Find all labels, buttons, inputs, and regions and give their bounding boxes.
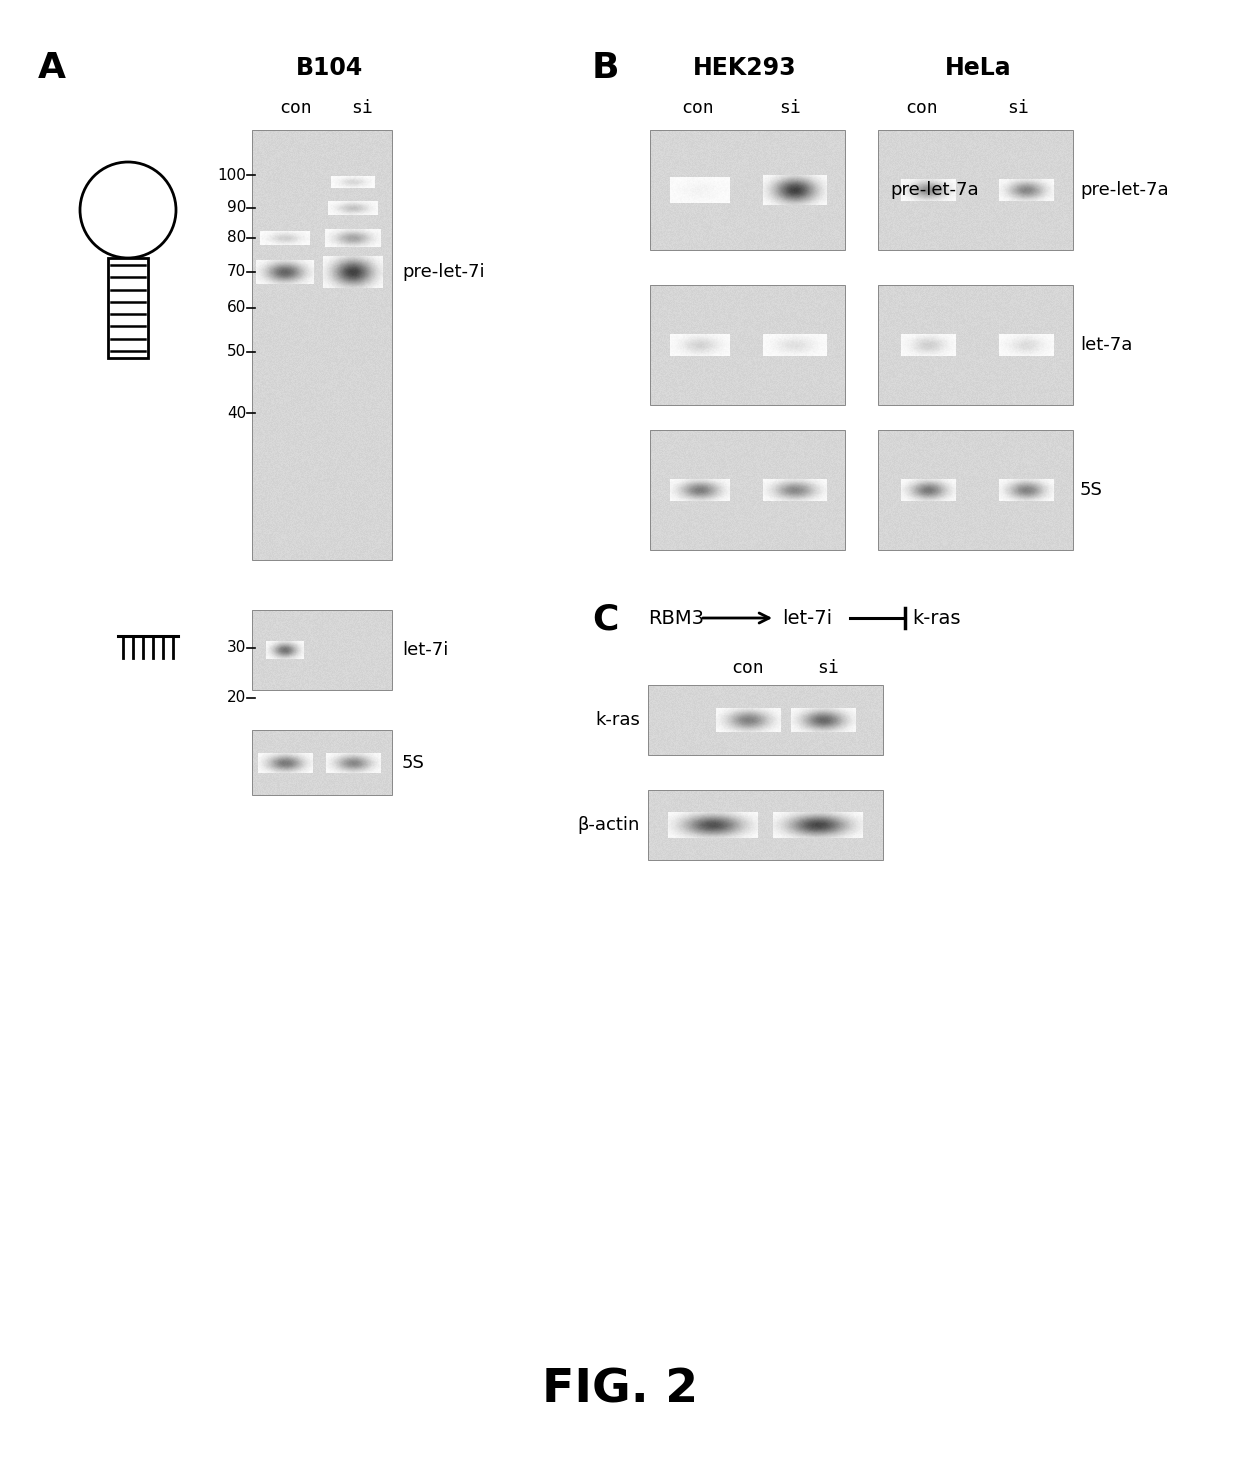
Text: let-7i: let-7i	[402, 641, 449, 659]
Text: pre-let-7a: pre-let-7a	[1080, 181, 1168, 199]
Text: si: si	[779, 99, 801, 117]
Text: con: con	[905, 99, 939, 117]
Text: si: si	[351, 99, 373, 117]
Text: RBM3: RBM3	[649, 608, 704, 628]
Text: 20: 20	[227, 691, 246, 706]
Text: B: B	[591, 51, 619, 85]
Text: 60: 60	[227, 301, 246, 316]
Text: C: C	[591, 603, 619, 637]
Text: 90: 90	[227, 200, 246, 216]
Bar	[650, 430, 844, 549]
Text: con: con	[682, 99, 714, 117]
Text: pre-let-7a: pre-let-7a	[890, 181, 978, 199]
Text: si: si	[1007, 99, 1029, 117]
Text: pre-let-7i: pre-let-7i	[402, 263, 485, 281]
Text: 5S: 5S	[1080, 481, 1102, 500]
Text: 100: 100	[217, 168, 246, 183]
Text: k-ras: k-ras	[911, 608, 961, 628]
Bar	[878, 130, 1073, 250]
Text: HEK293: HEK293	[693, 56, 797, 80]
Text: k-ras: k-ras	[595, 712, 640, 729]
Text: 30: 30	[227, 640, 246, 656]
Bar	[252, 130, 392, 560]
Text: let-7a: let-7a	[1080, 336, 1132, 354]
Bar	[649, 685, 883, 755]
Text: 80: 80	[227, 231, 246, 245]
Text: 70: 70	[227, 264, 246, 279]
Text: si: si	[817, 659, 839, 676]
Text: FIG. 2: FIG. 2	[542, 1367, 698, 1413]
Text: let-7i: let-7i	[782, 608, 832, 628]
Text: 40: 40	[227, 406, 246, 421]
Text: con: con	[732, 659, 764, 676]
Text: HeLa: HeLa	[945, 56, 1012, 80]
Bar	[878, 430, 1073, 549]
Bar	[649, 790, 883, 861]
Bar	[252, 611, 392, 690]
Text: β-actin: β-actin	[578, 817, 640, 834]
Text: con: con	[280, 99, 312, 117]
Bar	[650, 285, 844, 405]
Text: B104: B104	[296, 56, 363, 80]
Bar	[650, 130, 844, 250]
Text: 5S: 5S	[402, 754, 425, 771]
Bar	[108, 259, 148, 358]
Text: 50: 50	[227, 345, 246, 359]
Text: A: A	[38, 51, 66, 85]
Bar	[878, 285, 1073, 405]
Bar	[252, 730, 392, 795]
